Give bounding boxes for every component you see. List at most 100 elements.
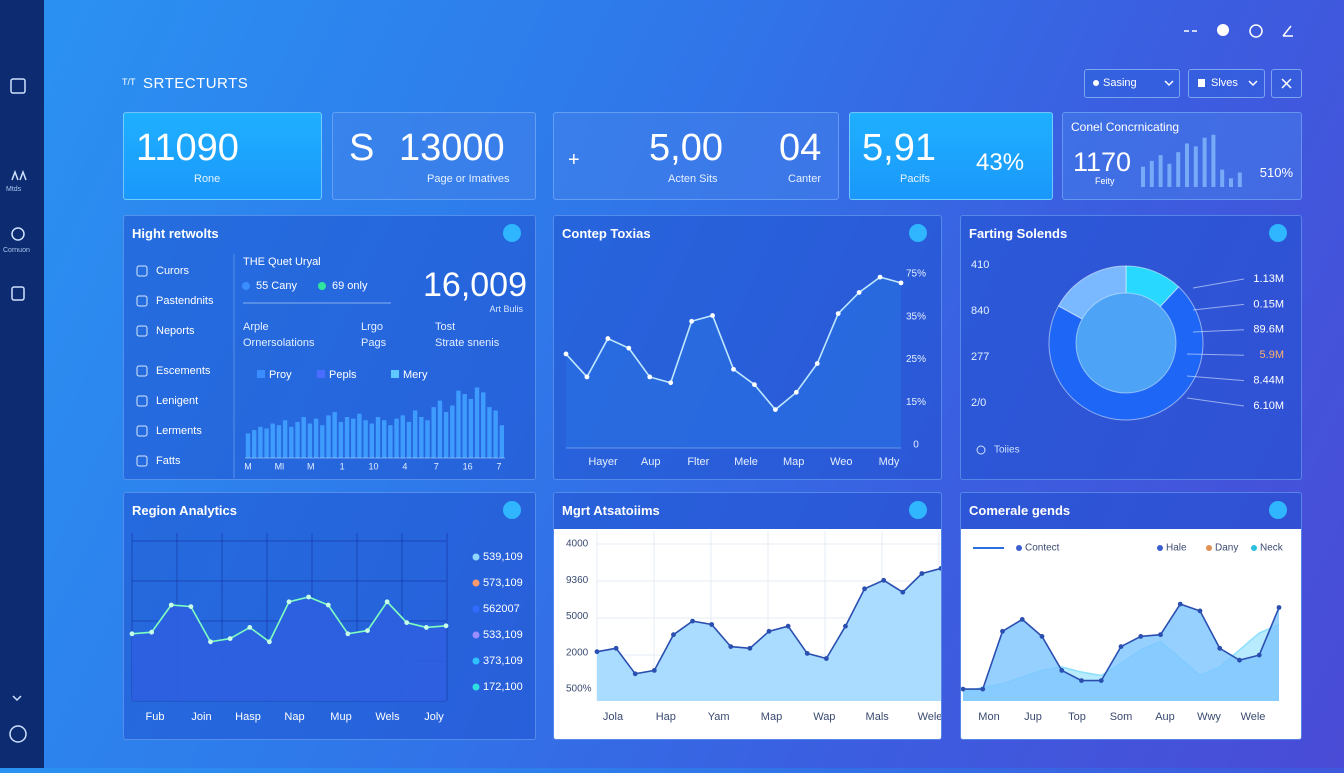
bar [313, 418, 319, 458]
mini-bar [1211, 134, 1216, 187]
x-label: 16 [463, 461, 473, 471]
legend-label: 55 Cany [256, 280, 297, 292]
point [877, 274, 883, 280]
point [423, 625, 429, 630]
point [632, 671, 638, 677]
kpi-label: Acten Sits [668, 173, 718, 185]
panel-button[interactable] [503, 501, 521, 519]
area-chart: Hayer Aup Flter Mele Map Weo Mdy 75% 35% 25% 15% 0 [563, 269, 926, 468]
legend-label: 172,100 [483, 681, 523, 693]
menu-item: Fatts [156, 455, 181, 467]
point [384, 599, 390, 605]
mini-bar [1185, 143, 1189, 187]
panel-button[interactable] [909, 224, 927, 242]
bar [481, 392, 486, 458]
point [823, 656, 829, 661]
y-label: 4000 [566, 539, 589, 550]
legend-label: Toiies [994, 445, 1020, 456]
legend-swatch [391, 370, 399, 378]
panel-title: Mgrt Atsatoiims [562, 503, 660, 518]
point [1217, 645, 1223, 651]
bar [245, 433, 251, 458]
panel-button[interactable] [1269, 224, 1287, 242]
point [605, 336, 611, 341]
header-title: SRTECTURTS [143, 75, 249, 92]
bar [295, 421, 300, 458]
legend-label: Contect [1025, 543, 1060, 554]
area-fill [597, 568, 941, 701]
x-label: 7 [434, 461, 439, 471]
point [227, 636, 233, 641]
panel-button[interactable] [909, 501, 927, 519]
point [752, 382, 757, 388]
legend-dot [242, 282, 250, 290]
leader-line [1192, 329, 1245, 333]
point [325, 602, 331, 608]
panel-button[interactable] [1269, 501, 1287, 519]
column-label: Strate snenis [435, 337, 500, 349]
point [690, 618, 695, 624]
bar [381, 420, 387, 458]
kpi-title: Conel Concrnicating [1071, 120, 1180, 134]
x-label: Yam [708, 711, 730, 723]
legend-dot [1251, 545, 1257, 551]
point [728, 644, 734, 649]
close-button[interactable] [1271, 69, 1302, 98]
bar [363, 420, 368, 458]
point [710, 313, 715, 318]
point [843, 623, 848, 629]
menu-item: Neports [156, 325, 195, 337]
bar [456, 390, 461, 458]
bar [450, 405, 455, 458]
donut-chart: 410 840 277 2/0 1.13M 0.15M 89.6M 5.9M 8.44M 6.10… [971, 259, 1284, 456]
mini-bar [1158, 155, 1163, 187]
kpi-value: 11090 [136, 127, 239, 169]
big-label: Art Bulis [489, 304, 523, 314]
menu-item: Escements [156, 365, 211, 377]
bar [289, 426, 294, 458]
kpi-value: 43% [976, 149, 1025, 176]
y-label: 9360 [566, 575, 589, 586]
bar [264, 428, 269, 458]
panel-title: Region Analytics [132, 503, 237, 518]
mini-bar [1237, 172, 1242, 187]
bar [487, 407, 492, 458]
point [613, 645, 619, 651]
point [1237, 657, 1242, 663]
bar [270, 423, 275, 458]
panel: Comerale gends Mon Jup Top Som Aup Wwy Wele Con… [960, 492, 1302, 740]
kpi-value: 13000 [399, 127, 505, 169]
point [1000, 628, 1005, 634]
point [881, 577, 887, 583]
filter-dropdown[interactable]: Slves [1188, 69, 1265, 98]
kpi-label: Page or Imatives [427, 173, 510, 185]
panel: Hight retwolts THE Quet Uryal 16,009 Art… [123, 215, 536, 480]
kpi-card: Conel Concrnicating 1170 Feity 510% [1062, 112, 1302, 200]
y-label: 75% [906, 269, 926, 280]
x-label: Weo [830, 456, 852, 468]
x-label: Jola [603, 711, 624, 723]
filter-dropdown[interactable]: Sasing [1084, 69, 1180, 98]
point [149, 629, 155, 635]
area-chart: Mon Jup Top Som Aup Wwy Wele Contect Hale Dany Nec… [961, 543, 1284, 723]
area-fill [566, 277, 901, 448]
point [563, 351, 569, 357]
point [443, 623, 449, 629]
value-label: 89.6M [1253, 324, 1284, 336]
legend-label: Neck [1260, 543, 1284, 554]
point [1158, 632, 1163, 638]
point [594, 649, 600, 655]
panel-button[interactable] [503, 224, 521, 242]
menu-icon [136, 295, 148, 307]
point [961, 686, 966, 692]
value-label: 1.13M [1253, 273, 1284, 285]
kpi-label: Canter [788, 173, 822, 185]
point [689, 318, 695, 324]
legend-label: 539,109 [483, 551, 523, 563]
point [772, 407, 778, 412]
column-label: Arple [243, 321, 269, 333]
column-label: Ornersolations [243, 337, 315, 349]
point [1177, 601, 1183, 607]
x-label: Wele [918, 711, 941, 723]
bar [443, 412, 449, 458]
